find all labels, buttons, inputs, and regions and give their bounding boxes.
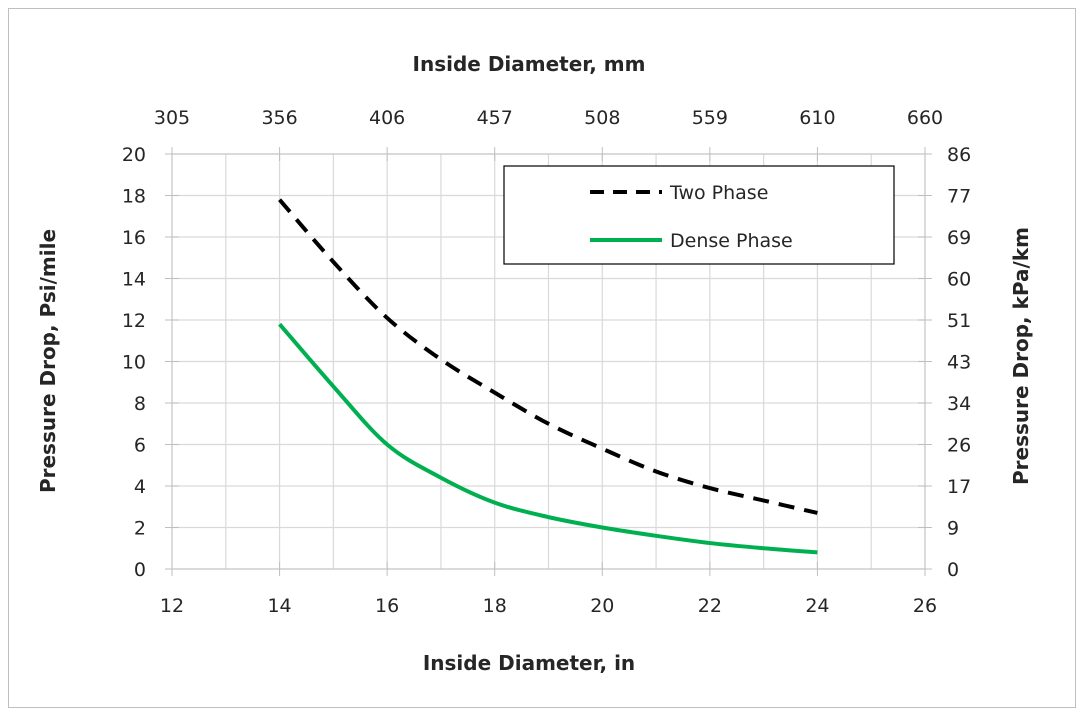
bottom-x-tick-labels: 12 14 16 18 20 22 24 26 [160,595,937,617]
bottom-x-axis-title: Inside Diameter, in [423,651,635,675]
right-y-tick-label: 69 [947,227,971,249]
left-y-tick-label: 10 [122,352,146,374]
tick-marks [165,147,932,576]
bottom-x-tick-label: 18 [483,595,507,617]
bottom-x-tick-label: 26 [913,595,937,617]
right-y-tick-label: 17 [947,476,971,498]
right-y-tick-label: 26 [947,435,971,457]
legend: Two Phase Dense Phase [503,165,895,265]
right-y-axis-title: Pressure Drop, kPa/km [1009,227,1033,485]
top-x-tick-label: 559 [692,107,728,129]
right-y-tick-label: 0 [947,559,959,581]
bottom-x-tick-label: 12 [160,595,184,617]
top-x-tick-label: 610 [799,107,835,129]
top-x-tick-label: 508 [584,107,620,129]
right-y-tick-label: 77 [947,186,971,208]
right-y-tick-label: 86 [947,144,971,166]
left-y-tick-labels: 0 2 4 6 8 10 12 14 16 18 20 [122,144,146,581]
series-line-two-phase [278,198,818,515]
right-y-tick-label: 9 [947,518,959,540]
legend-two-phase-label: Two Phase [669,182,768,204]
series [278,198,818,555]
left-y-tick-label: 2 [134,518,146,540]
top-x-axis-title: Inside Diameter, mm [413,52,646,76]
top-x-tick-label: 406 [369,107,405,129]
right-y-tick-label: 51 [947,310,971,332]
right-y-tick-label: 34 [947,393,971,415]
left-y-tick-label: 6 [134,435,146,457]
bottom-x-tick-label: 22 [698,595,722,617]
legend-dense-phase-label: Dense Phase [670,230,793,252]
bottom-x-tick-label: 20 [590,595,614,617]
series-line-dense-phase [278,322,818,555]
top-x-tick-label: 660 [907,107,943,129]
top-x-tick-labels: 305 356 406 457 508 559 610 660 [154,107,943,129]
top-x-tick-label: 305 [154,107,190,129]
top-x-tick-label: 457 [477,107,513,129]
left-y-tick-label: 0 [134,559,146,581]
legend-box [503,165,895,265]
left-y-tick-label: 16 [122,227,146,249]
chart-frame [8,8,1076,708]
right-y-tick-label: 43 [947,352,971,374]
right-y-tick-labels: 0 9 17 26 34 43 51 60 69 77 86 [947,144,971,581]
bottom-x-tick-label: 14 [267,595,291,617]
left-y-tick-label: 14 [122,269,146,291]
left-y-tick-label: 4 [134,476,146,498]
bottom-x-tick-label: 24 [805,595,829,617]
bottom-x-tick-label: 16 [375,595,399,617]
left-y-tick-label: 8 [134,393,146,415]
left-y-axis-title: Pressure Drop, Psi/mile [36,229,60,493]
left-y-tick-label: 18 [122,186,146,208]
left-y-tick-label: 20 [122,144,146,166]
top-x-tick-label: 356 [261,107,297,129]
right-y-tick-label: 60 [947,269,971,291]
left-y-tick-label: 12 [122,310,146,332]
